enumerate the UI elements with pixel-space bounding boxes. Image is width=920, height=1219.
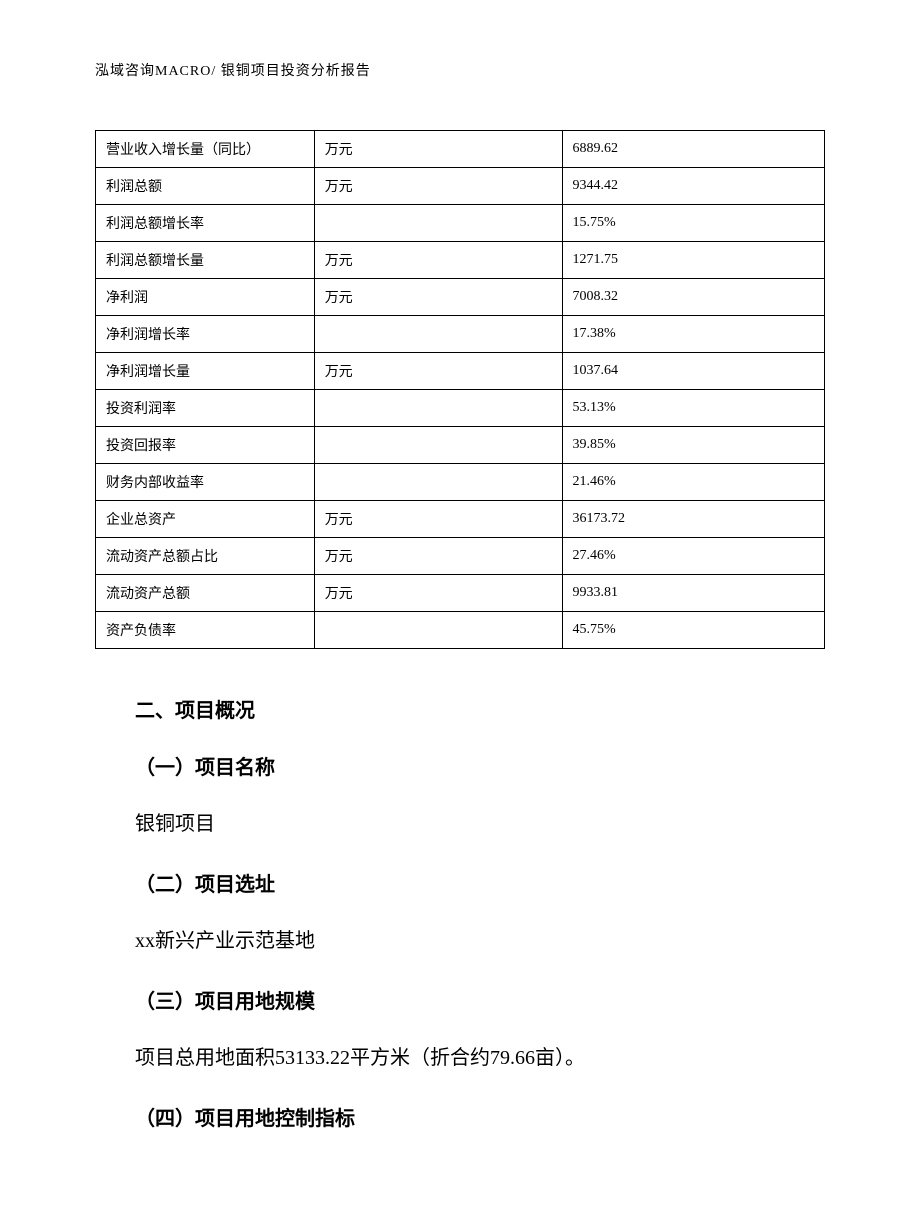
metric-label: 流动资产总额占比 <box>96 538 315 575</box>
metric-unit: 万元 <box>314 353 562 390</box>
metric-unit: 万元 <box>314 131 562 168</box>
table-row: 资产负债率 45.75% <box>96 612 825 649</box>
table-row: 财务内部收益率 21.46% <box>96 464 825 501</box>
content-section: 二、项目概况 （一）项目名称 银铜项目 （二）项目选址 xx新兴产业示范基地 （… <box>95 694 825 1131</box>
metric-unit <box>314 464 562 501</box>
table-row: 流动资产总额占比 万元 27.46% <box>96 538 825 575</box>
metric-unit: 万元 <box>314 242 562 279</box>
table-row: 利润总额增长量 万元 1271.75 <box>96 242 825 279</box>
subsection-heading-4: （四）项目用地控制指标 <box>135 1102 805 1131</box>
metric-label: 投资利润率 <box>96 390 315 427</box>
metric-label: 利润总额增长率 <box>96 205 315 242</box>
table-row: 净利润 万元 7008.32 <box>96 279 825 316</box>
table-row: 投资回报率 39.85% <box>96 427 825 464</box>
subsection-text-2: xx新兴产业示范基地 <box>135 925 805 957</box>
table-row: 净利润增长率 17.38% <box>96 316 825 353</box>
metric-value: 6889.62 <box>562 131 824 168</box>
metric-value: 36173.72 <box>562 501 824 538</box>
table-row: 营业收入增长量（同比） 万元 6889.62 <box>96 131 825 168</box>
metric-value: 39.85% <box>562 427 824 464</box>
metric-value: 9933.81 <box>562 575 824 612</box>
subsection-heading-3: （三）项目用地规模 <box>135 985 805 1014</box>
subsection-heading-2: （二）项目选址 <box>135 868 805 897</box>
metric-unit: 万元 <box>314 168 562 205</box>
metric-label: 净利润增长率 <box>96 316 315 353</box>
table-row: 投资利润率 53.13% <box>96 390 825 427</box>
metric-label: 营业收入增长量（同比） <box>96 131 315 168</box>
metric-value: 7008.32 <box>562 279 824 316</box>
metric-value: 1271.75 <box>562 242 824 279</box>
metric-label: 流动资产总额 <box>96 575 315 612</box>
metric-value: 9344.42 <box>562 168 824 205</box>
metric-value: 21.46% <box>562 464 824 501</box>
metric-unit: 万元 <box>314 575 562 612</box>
metric-value: 17.38% <box>562 316 824 353</box>
metric-unit <box>314 316 562 353</box>
subsection-text-1: 银铜项目 <box>135 808 805 840</box>
table-row: 利润总额增长率 15.75% <box>96 205 825 242</box>
subsection-heading-1: （一）项目名称 <box>135 751 805 780</box>
metric-label: 净利润增长量 <box>96 353 315 390</box>
metric-unit <box>314 205 562 242</box>
metric-unit: 万元 <box>314 538 562 575</box>
financial-table: 营业收入增长量（同比） 万元 6889.62 利润总额 万元 9344.42 利… <box>95 130 825 649</box>
metric-label: 利润总额 <box>96 168 315 205</box>
table-row: 企业总资产 万元 36173.72 <box>96 501 825 538</box>
table-row: 流动资产总额 万元 9933.81 <box>96 575 825 612</box>
metric-unit: 万元 <box>314 501 562 538</box>
metric-value: 53.13% <box>562 390 824 427</box>
metric-value: 27.46% <box>562 538 824 575</box>
metric-label: 利润总额增长量 <box>96 242 315 279</box>
metric-unit <box>314 390 562 427</box>
section-title: 二、项目概况 <box>135 694 805 723</box>
metric-label: 财务内部收益率 <box>96 464 315 501</box>
metric-label: 投资回报率 <box>96 427 315 464</box>
metric-label: 企业总资产 <box>96 501 315 538</box>
subsection-text-3: 项目总用地面积53133.22平方米（折合约79.66亩）。 <box>135 1042 805 1074</box>
metric-value: 1037.64 <box>562 353 824 390</box>
page-container: 泓域咨询MACRO/ 银铜项目投资分析报告 营业收入增长量（同比） 万元 688… <box>0 0 920 1219</box>
metric-value: 45.75% <box>562 612 824 649</box>
metric-label: 净利润 <box>96 279 315 316</box>
metric-label: 资产负债率 <box>96 612 315 649</box>
metric-unit <box>314 612 562 649</box>
metric-unit: 万元 <box>314 279 562 316</box>
page-header: 泓域咨询MACRO/ 银铜项目投资分析报告 <box>95 60 825 80</box>
table-body: 营业收入增长量（同比） 万元 6889.62 利润总额 万元 9344.42 利… <box>96 131 825 649</box>
metric-value: 15.75% <box>562 205 824 242</box>
table-row: 净利润增长量 万元 1037.64 <box>96 353 825 390</box>
table-row: 利润总额 万元 9344.42 <box>96 168 825 205</box>
metric-unit <box>314 427 562 464</box>
